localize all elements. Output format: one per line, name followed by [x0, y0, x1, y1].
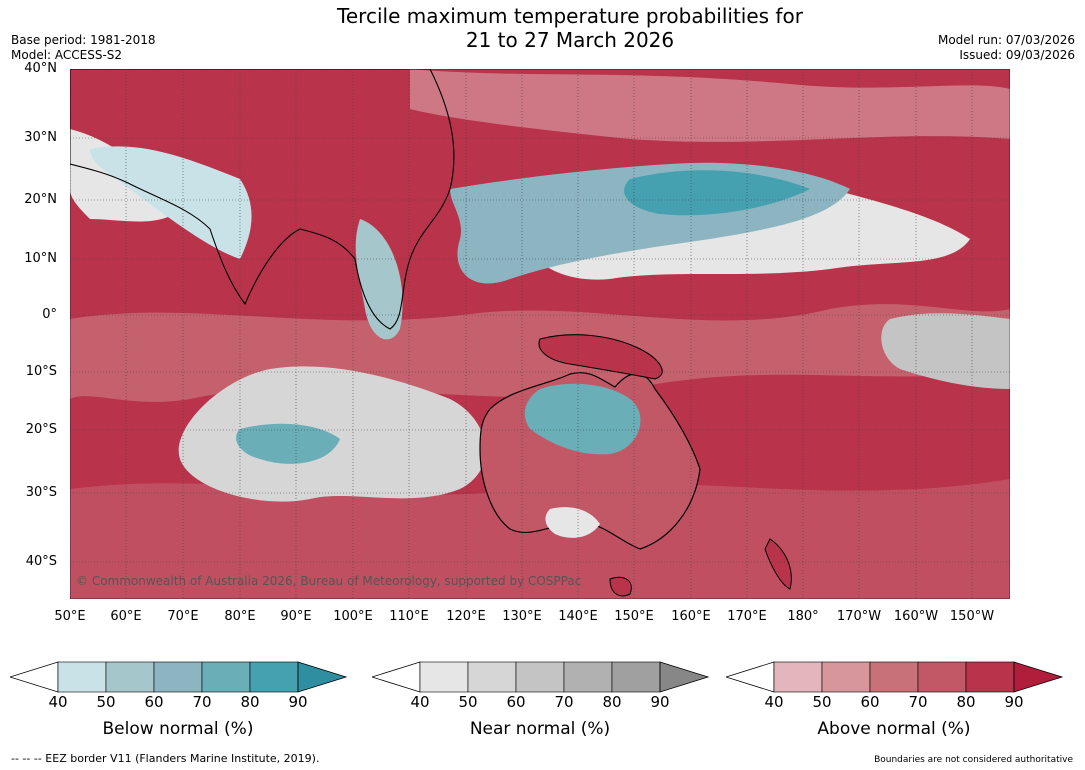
colorbar-1	[372, 661, 710, 693]
colorbar-segment	[249, 661, 299, 693]
australia-near-normal	[545, 507, 600, 538]
longitude-label: 170°E	[727, 609, 767, 624]
latitude-label: 10°N	[24, 251, 57, 266]
colorbar-tick-label: 40	[764, 693, 784, 711]
pacific-below-normal-core	[624, 170, 810, 216]
south-indian-below-normal	[236, 423, 340, 464]
colorbar-segment	[563, 661, 613, 693]
colorbar-high-extend	[297, 661, 348, 693]
meta-right: Model run: 07/03/2026 Issued: 09/03/2026	[938, 33, 1075, 63]
colorbar-low-extend	[726, 661, 775, 693]
colorbar-title: Near normal (%)	[469, 719, 611, 739]
graticule	[70, 69, 1010, 599]
longitude-label: 160°W	[893, 609, 939, 624]
latitude-label: 20°S	[25, 422, 57, 437]
colorbar-tick-label: 70	[554, 693, 574, 711]
latitude-label: 30°S	[25, 485, 57, 500]
new-guinea	[538, 334, 663, 380]
copyright-notice: © Commonwealth of Australia 2026, Bureau…	[76, 574, 581, 588]
longitude-label: 180°	[787, 609, 819, 624]
colorbar-segment	[965, 661, 1015, 693]
colorbar-0	[10, 661, 348, 693]
colorbar-tick-label: 70	[192, 693, 212, 711]
colorbar-segment	[201, 661, 251, 693]
australia-below-normal	[524, 383, 641, 455]
colorbar-segment	[821, 661, 871, 693]
longitude-label: 60°E	[110, 609, 142, 624]
latitude-label: 10°S	[25, 364, 57, 379]
longitude-label: 120°E	[446, 609, 486, 624]
longitude-label: 90°E	[280, 609, 312, 624]
title-line-2: 21 to 27 March 2026	[465, 28, 675, 52]
latitude-label: 0°	[42, 307, 57, 322]
longitude-label: 140°E	[558, 609, 598, 624]
colorbar-tick-label: 70	[908, 693, 928, 711]
longitude-label: 170°W	[836, 609, 882, 624]
latitude-label: 20°N	[24, 192, 57, 207]
colorbar-title: Above normal (%)	[817, 719, 971, 739]
colorbar-segment	[869, 661, 919, 693]
colorbar-tick-label: 40	[48, 693, 68, 711]
colorbar-title: Below normal (%)	[102, 719, 254, 739]
probability-map: © Commonwealth of Australia 2026, Bureau…	[70, 69, 1010, 599]
colorbar-segment	[105, 661, 155, 693]
model-run: Model run: 07/03/2026	[937, 33, 1075, 47]
issued-date: Issued: 09/03/2026	[959, 48, 1075, 62]
longitude-label: 160°E	[671, 609, 711, 624]
longitude-label: 80°E	[224, 609, 256, 624]
colorbar-segment	[153, 661, 203, 693]
eez-footnote: -- -- -- EEZ border V11 (Flanders Marine…	[11, 752, 320, 765]
colorbar-high-extend	[659, 661, 710, 693]
colorbar-tick-label: 60	[506, 693, 526, 711]
colorbar-segment	[419, 661, 469, 693]
new-zealand	[764, 538, 792, 590]
map-title: Tercile maximum temperature probabilitie…	[0, 4, 1085, 52]
colorbar-segment	[467, 661, 517, 693]
title-line-1: Tercile maximum temperature probabilitie…	[337, 4, 803, 28]
colorbar-tick-label: 40	[410, 693, 430, 711]
colorbar-segment	[515, 661, 565, 693]
colorbar-low-extend	[372, 661, 421, 693]
colorbar-segment	[611, 661, 661, 693]
colorbar-segment	[773, 661, 823, 693]
east-pacific-near-normal	[881, 313, 1010, 389]
longitude-label: 130°E	[502, 609, 542, 624]
indian-ocean-near-normal	[178, 366, 486, 502]
colorbar-low-extend	[10, 661, 59, 693]
northern-light-red	[410, 69, 1010, 142]
model-name: Model: ACCESS-S2	[11, 48, 123, 62]
colorbar-tick-label: 80	[240, 693, 260, 711]
asia-coastline	[70, 69, 455, 330]
colorbar-tick-label: 80	[602, 693, 622, 711]
longitude-label: 110°E	[389, 609, 429, 624]
colorbar-2	[726, 661, 1064, 693]
latitude-label: 40°S	[25, 554, 57, 569]
tasmania	[609, 576, 632, 597]
boundary-disclaimer: Boundaries are not considered authoritat…	[874, 755, 1073, 765]
longitude-label: 50°E	[54, 609, 86, 624]
colorbar-tick-label: 80	[956, 693, 976, 711]
colorbar-tick-label: 90	[288, 693, 308, 711]
colorbar-high-extend	[1013, 661, 1064, 693]
latitude-label: 30°N	[24, 130, 57, 145]
colorbar-tick-label: 90	[1004, 693, 1024, 711]
longitude-label: 150°W	[949, 609, 995, 624]
colorbar-tick-label: 90	[650, 693, 670, 711]
base-period: Base period: 1981-2018	[11, 33, 156, 47]
colorbar-segment	[57, 661, 107, 693]
latitude-label: 40°N	[24, 61, 57, 76]
colorbar-tick-label: 50	[812, 693, 832, 711]
longitude-label: 150°E	[614, 609, 654, 624]
colorbar-tick-label: 60	[860, 693, 880, 711]
indochina-below-normal	[355, 219, 403, 340]
meta-left: Base period: 1981-2018 Model: ACCESS-S2	[11, 33, 156, 63]
colorbar-tick-label: 50	[96, 693, 116, 711]
colorbar-segment	[917, 661, 967, 693]
longitude-label: 70°E	[167, 609, 199, 624]
colorbar-tick-label: 50	[458, 693, 478, 711]
colorbar-tick-label: 60	[144, 693, 164, 711]
longitude-label: 100°E	[333, 609, 373, 624]
